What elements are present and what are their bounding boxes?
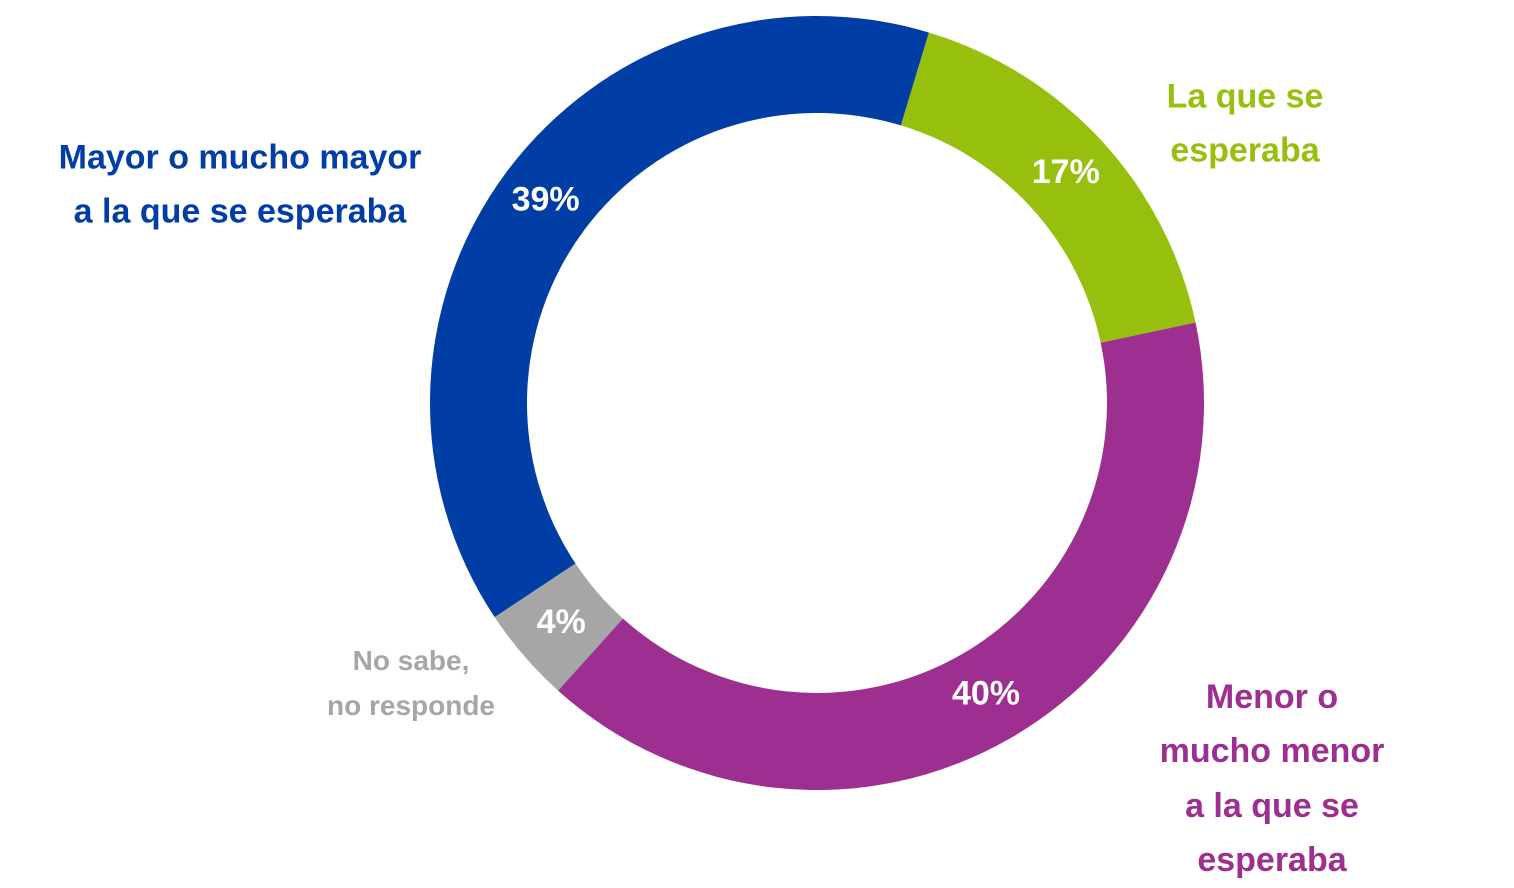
- category-label: Menor o mucho menor a la que se esperaba: [1159, 678, 1385, 880]
- value-label: 39%: [512, 180, 580, 218]
- donut-segment: [494, 563, 623, 691]
- category-label: Mayor o mucho mayor a la que se esperaba: [58, 138, 422, 231]
- category-label: No sabe, no responde: [326, 645, 496, 721]
- value-label: 4%: [537, 603, 586, 641]
- value-label: 17%: [1032, 153, 1100, 191]
- donut-segment: [558, 322, 1204, 791]
- value-label: 40%: [952, 675, 1020, 713]
- category-label: La que se esperaba: [1166, 77, 1324, 170]
- page: 17%40%4%39% (() => { const data = JSON.p…: [58, 15, 1385, 880]
- donut-segment: [430, 15, 929, 618]
- chart: 17% 40% 4% 39%: [430, 15, 1204, 791]
- donut-segment: [900, 32, 1196, 343]
